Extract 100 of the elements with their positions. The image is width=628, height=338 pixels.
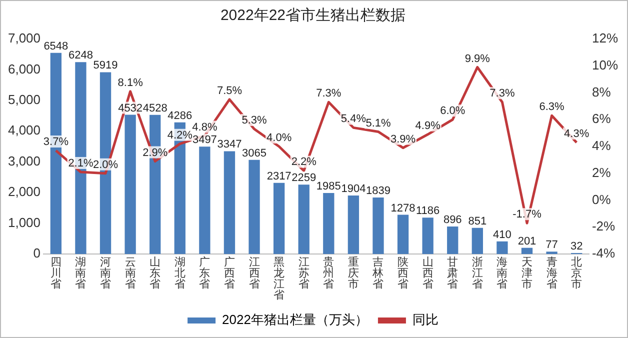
x-tick-label: 天津市 (522, 256, 532, 291)
data-label: 2.2% (291, 156, 317, 168)
data-label: -1.7% (512, 208, 542, 221)
bar (496, 241, 508, 254)
y-tick-label: 2,000 (8, 184, 41, 200)
x-tick-label: 湖南省 (75, 256, 86, 291)
x-tick-label: 陕西省 (398, 256, 409, 291)
data-label: 6248 (68, 50, 93, 62)
data-label: 410 (493, 228, 512, 241)
bar (298, 184, 310, 254)
data-label: 4528 (142, 102, 168, 114)
data-label: 4.2% (167, 129, 193, 142)
y2-tick-label: 8% (592, 84, 612, 100)
data-label: 6548 (44, 40, 68, 52)
x-tick-label: 广西省 (224, 256, 235, 291)
y2-tick-label: 2% (592, 164, 612, 180)
x-tick-label: 广东省 (199, 256, 210, 291)
data-label: 6.0% (440, 105, 466, 118)
y-tick-label: 0 (33, 246, 41, 261)
y2-tick-label: 12% (592, 30, 618, 46)
data-label: 3497 (192, 134, 217, 146)
y2-tick-label: 6% (592, 111, 612, 126)
y2-tick-label: 10% (592, 57, 618, 72)
legend-label: 2022年猪出栏量（万头） (222, 312, 368, 328)
data-label: 9.9% (464, 52, 490, 65)
data-label: 4.9% (415, 120, 441, 132)
bar (372, 198, 384, 254)
x-tick-label: 青海省 (546, 256, 558, 291)
data-label: 1186 (416, 205, 440, 218)
data-label: 2317 (266, 170, 292, 182)
data-label: 3.9% (390, 133, 416, 146)
y2-tick-label: 0% (592, 192, 612, 207)
bar (348, 196, 360, 254)
x-tick-label: 海南省 (496, 256, 508, 291)
y-tick-label: 5,000 (8, 92, 41, 108)
bar (422, 218, 434, 254)
data-label: 2.1% (68, 158, 94, 170)
chart-title: 2022年22省市生猪出栏数据 (220, 7, 406, 24)
legend-label: 同比 (412, 312, 438, 328)
x-tick-label: 贵州省 (323, 256, 334, 291)
y-tick-label: 6,000 (8, 61, 41, 76)
data-label: 5.3% (242, 114, 268, 127)
data-label: 4532 (118, 102, 143, 114)
bar (224, 151, 236, 254)
data-label: 896 (443, 214, 462, 226)
y-tick-label: 1,000 (8, 214, 41, 230)
bar (521, 248, 533, 254)
bar (397, 214, 409, 254)
bar (323, 193, 334, 254)
x-tick-label: 四川省 (50, 256, 62, 291)
y-tick-label: 3,000 (8, 153, 41, 168)
data-label: 2.9% (142, 146, 168, 159)
data-label: 1839 (366, 185, 390, 198)
data-label: 7.3% (316, 88, 342, 100)
bar (273, 182, 285, 254)
y2-tick-label: -2% (592, 218, 616, 234)
data-label: 5919 (93, 60, 118, 72)
x-tick-label: 重庆市 (348, 256, 359, 291)
x-tick-label: 吉林省 (372, 256, 384, 291)
data-label: 201 (518, 235, 536, 248)
bar (248, 160, 260, 254)
data-label: 5.1% (366, 117, 391, 130)
y2-tick-label: 4% (592, 138, 612, 154)
x-tick-label: 甘肃省 (447, 256, 458, 291)
x-tick-label: 江西省 (248, 256, 260, 291)
data-label: 2.0% (92, 158, 118, 171)
data-label: 1985 (316, 180, 341, 193)
data-label: 3347 (217, 138, 242, 151)
x-tick-label: 江苏省 (298, 256, 310, 291)
data-label: 2259 (292, 172, 316, 184)
y2-tick-label: -4% (592, 246, 616, 261)
data-label: 8.1% (118, 76, 144, 89)
data-label: 7.5% (216, 85, 242, 97)
y-tick-label: 4,000 (8, 122, 41, 138)
x-tick-label: 山东省 (150, 256, 161, 291)
x-tick-label: 浙江省 (472, 256, 483, 291)
data-label: 4.3% (564, 128, 590, 140)
data-label: 6.3% (539, 101, 565, 114)
data-label: 4.0% (266, 132, 292, 144)
data-label: 4.8% (192, 121, 218, 134)
y-tick-label: 7,000 (8, 30, 41, 46)
bar (447, 226, 458, 254)
data-label: 77 (546, 239, 558, 252)
x-tick-label: 河南省 (100, 256, 112, 291)
x-tick-label: 湖北省 (174, 256, 186, 291)
data-label: 3065 (242, 147, 267, 160)
x-tick-label: 北京市 (571, 256, 582, 291)
data-label: 5.4% (340, 113, 366, 126)
data-label: 7.3% (490, 88, 515, 100)
x-tick-label: 山西省 (422, 256, 434, 291)
bar (199, 146, 210, 254)
data-label: 3.7% (43, 136, 69, 148)
data-label: 32 (570, 240, 583, 253)
data-label: 1278 (390, 202, 416, 214)
data-label: 1904 (341, 183, 366, 196)
bar (472, 228, 483, 254)
data-label: 851 (468, 215, 487, 228)
x-tick-label: 云南省 (124, 256, 136, 291)
data-label: 4286 (168, 110, 192, 122)
x-tick-label: 黑龙江省 (274, 256, 285, 302)
